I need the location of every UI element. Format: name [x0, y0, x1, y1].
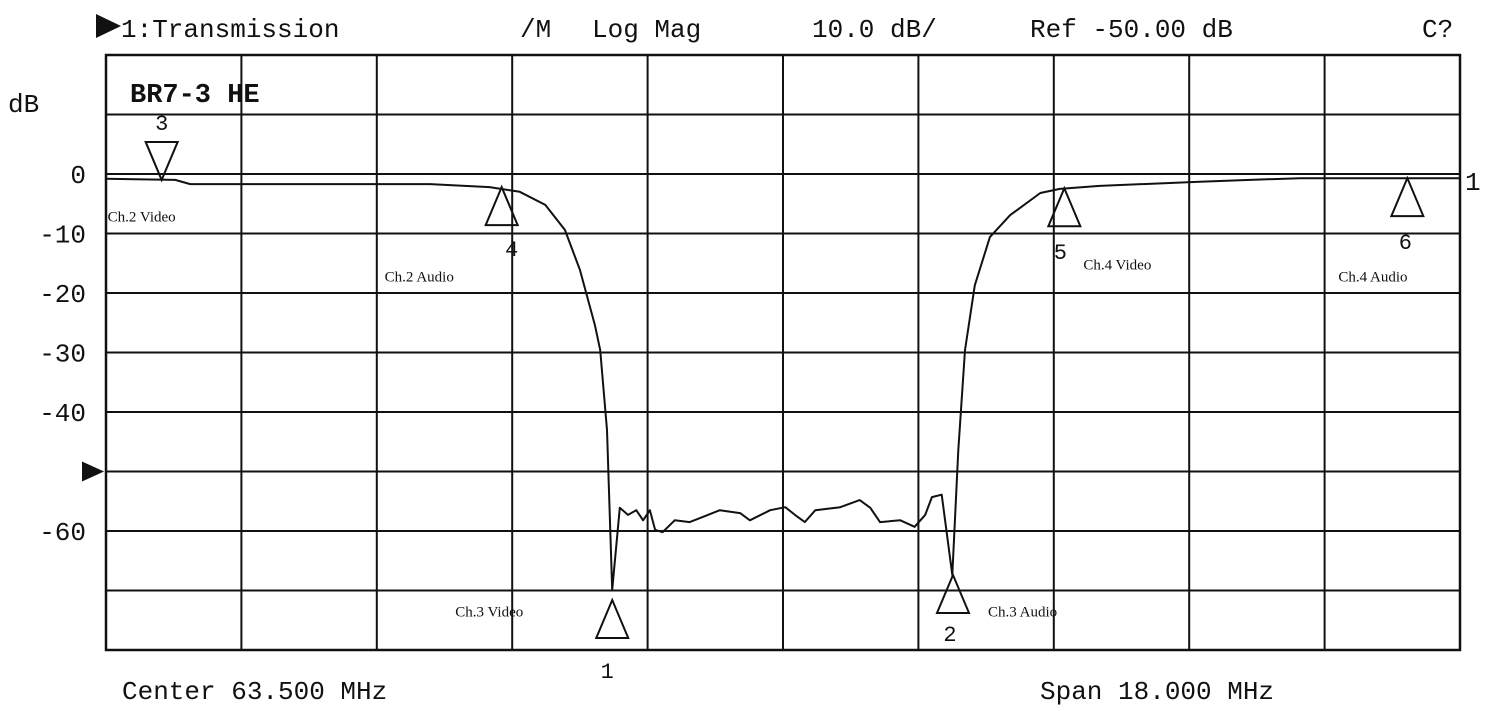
y-tick-label: -40: [39, 399, 86, 429]
marker-label: Ch.4 Audio: [1338, 270, 1407, 286]
y-tick-label: -60: [39, 518, 86, 548]
marker: [1389, 175, 1425, 218]
marker: [144, 140, 180, 183]
marker: [484, 184, 520, 227]
scale: 10.0 dB/: [812, 15, 937, 45]
marker-label: Ch.2 Audio: [385, 270, 454, 286]
marker: [935, 572, 971, 615]
marker-number: 2: [943, 623, 956, 648]
trace-label: 1: [1465, 168, 1481, 198]
center-frequency: Center 63.500 MHz: [122, 677, 387, 707]
marker-number: 1: [601, 660, 614, 685]
trace-title: 1:Transmission: [121, 15, 339, 45]
marker-number: 6: [1399, 231, 1412, 256]
trace: [105, 177, 1460, 591]
y-tick-label: -10: [39, 220, 86, 250]
reference-arrow: [82, 461, 104, 482]
marker-label: Ch.4 Video: [1083, 258, 1151, 274]
format: Log Mag: [592, 15, 701, 45]
y-tick-label: -30: [39, 339, 86, 369]
marker-label: Ch.2 Video: [108, 209, 176, 225]
y-tick-label: 0: [70, 161, 86, 191]
span: Span 18.000 MHz: [1040, 677, 1274, 707]
marker-number: 5: [1054, 241, 1067, 266]
trace-memory: /M: [520, 15, 551, 45]
active-trace-arrow: [96, 14, 121, 38]
marker: [1046, 185, 1082, 228]
cal-status: C?: [1422, 15, 1453, 45]
y-tick-label: -20: [39, 280, 86, 310]
marker-number: 4: [505, 238, 518, 263]
marker-label: Ch.3 Audio: [988, 604, 1057, 620]
annotation: BR7-3 HE: [130, 81, 260, 111]
marker-label: Ch.3 Video: [455, 604, 523, 620]
marker-number: 3: [155, 112, 168, 137]
marker: [594, 597, 630, 640]
reference: Ref -50.00 dB: [1030, 15, 1233, 45]
y-axis-label: dB: [8, 90, 39, 120]
